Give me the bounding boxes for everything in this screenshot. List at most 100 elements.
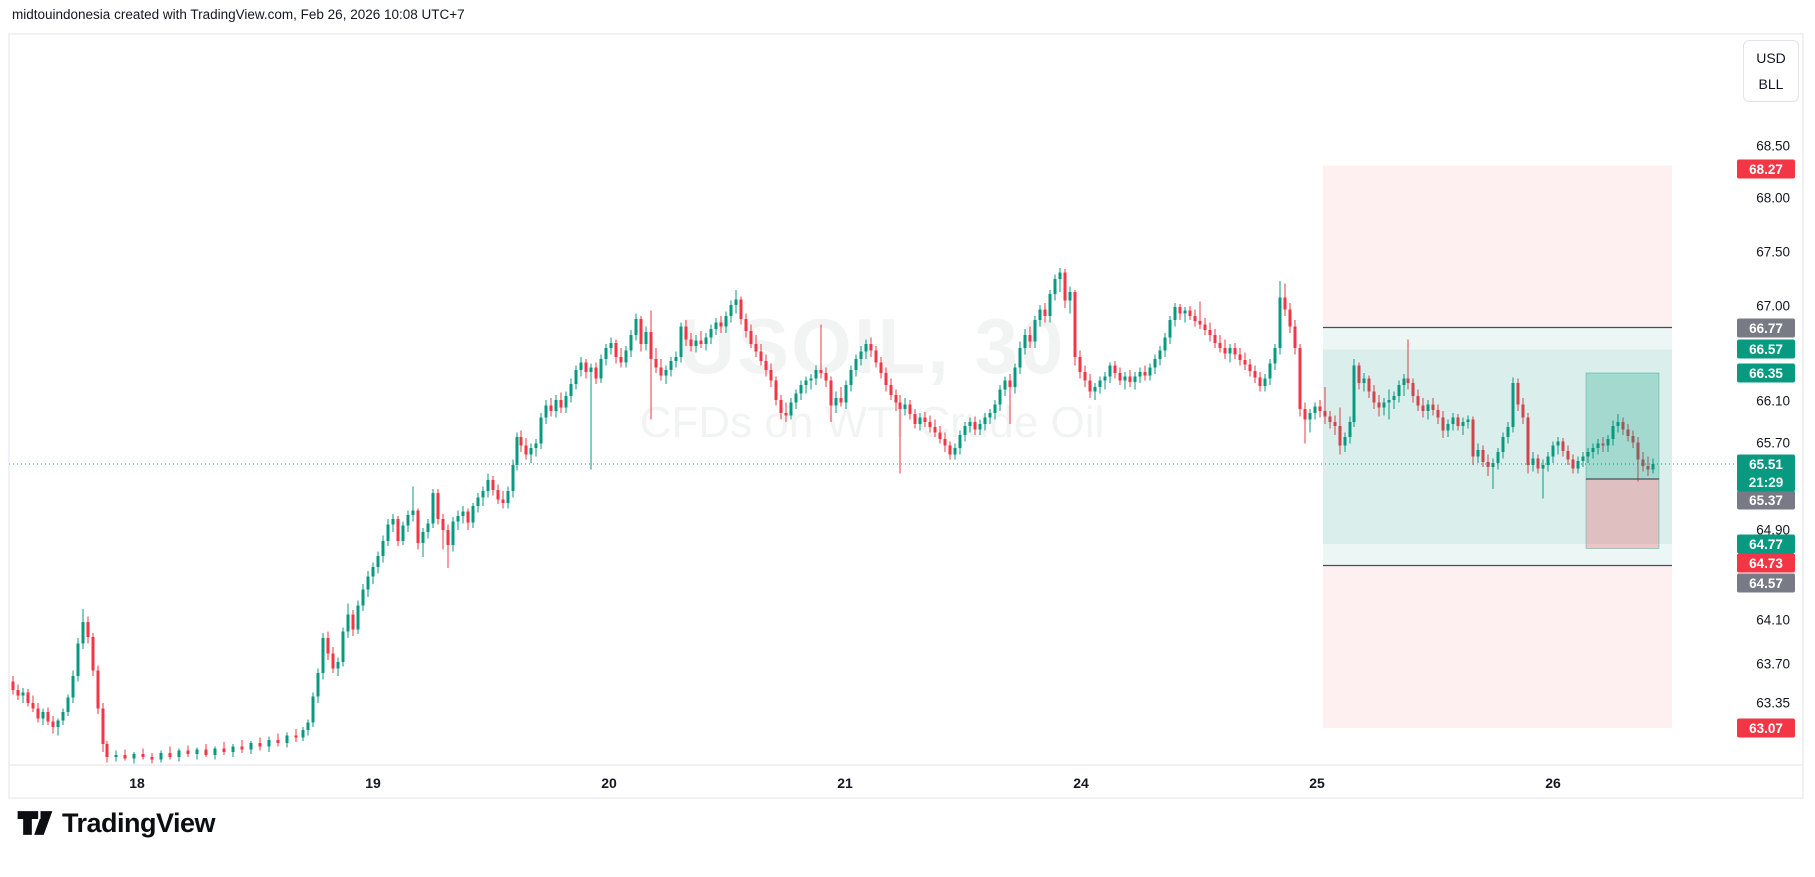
candle-body — [501, 499, 505, 503]
tradingview-icon — [17, 811, 53, 835]
candle-body — [1193, 316, 1197, 321]
candle-body — [1352, 365, 1356, 422]
candle-body — [1491, 463, 1495, 467]
candle-body — [204, 749, 208, 755]
candle-body — [1148, 367, 1152, 376]
candle-body — [1402, 378, 1406, 385]
candle-body — [1576, 461, 1580, 469]
candle-body — [1048, 294, 1052, 316]
candle-body — [285, 735, 289, 743]
candle-body — [1636, 442, 1640, 460]
price-badge-64.57[interactable]: 64.57 — [1737, 573, 1795, 593]
candle-body — [91, 637, 95, 671]
candle-body — [1308, 413, 1312, 420]
candle-body — [869, 344, 873, 351]
price-badge-64.77[interactable]: 64.77 — [1737, 534, 1795, 554]
candle-body — [316, 673, 320, 697]
candle-body — [356, 605, 360, 630]
position-profit-box[interactable] — [1585, 372, 1660, 480]
candle-body — [132, 754, 136, 759]
candle-body — [1323, 411, 1327, 417]
candle-body — [1143, 372, 1147, 376]
candle-body — [1406, 378, 1410, 383]
position-stop-box[interactable] — [1585, 478, 1660, 549]
candle-body — [968, 422, 972, 426]
candle-body — [1481, 450, 1485, 462]
candle-body — [386, 524, 390, 541]
candle-body — [1083, 372, 1087, 381]
candle-body — [346, 614, 350, 632]
candle-body — [1641, 459, 1645, 466]
candle-body — [26, 692, 30, 703]
candle-body — [908, 404, 912, 414]
candle-body — [1283, 297, 1287, 310]
price-badge-66.77[interactable]: 66.77 — [1737, 318, 1795, 338]
candle-body — [1416, 396, 1420, 406]
candle-body — [476, 497, 480, 506]
candle-body — [554, 400, 558, 411]
candle-body — [141, 754, 145, 757]
price-badge-66.57[interactable]: 66.57 — [1737, 339, 1795, 359]
candle-body — [36, 708, 40, 719]
svg-text:66.35: 66.35 — [1749, 366, 1783, 381]
price-badge-64.73[interactable]: 64.73 — [1737, 553, 1795, 573]
candle-body — [16, 690, 20, 696]
candle-body — [1471, 419, 1475, 457]
price-tick-label: 67.50 — [1756, 245, 1790, 260]
candle-body — [1328, 416, 1332, 422]
tradingview-wordmark: TradingView — [62, 807, 216, 838]
candle-body — [1496, 452, 1500, 463]
candle-body — [341, 631, 345, 662]
candle-body — [1338, 426, 1342, 446]
current-price-badge[interactable]: 65.51 21:29 — [1737, 454, 1795, 492]
candle-body — [1531, 458, 1535, 465]
price-badge-65.37[interactable]: 65.37 — [1737, 490, 1795, 510]
svg-text:66.57: 66.57 — [1749, 342, 1783, 357]
candle-body — [336, 662, 340, 669]
candle-body — [804, 380, 808, 385]
zones-layer[interactable] — [1323, 165, 1672, 729]
candle-body — [1153, 359, 1157, 368]
candle-body — [331, 653, 335, 669]
candle-body — [1596, 443, 1600, 448]
candle-body — [276, 740, 280, 743]
candle-body — [659, 367, 663, 376]
candle-body — [186, 750, 190, 754]
candle-body — [589, 367, 593, 372]
candle-body — [1546, 456, 1550, 465]
candle-body — [267, 740, 271, 747]
candle-body — [1476, 450, 1480, 457]
time-label-24: 24 — [1073, 775, 1089, 791]
price-badge-68.27[interactable]: 68.27 — [1737, 159, 1795, 179]
short-stop-zone[interactable] — [1323, 165, 1672, 328]
candle-body — [1451, 417, 1455, 424]
long-profit-zone[interactable] — [1323, 349, 1672, 566]
candle-body — [1053, 279, 1057, 294]
svg-text:66.77: 66.77 — [1749, 321, 1783, 336]
candle-body — [411, 510, 415, 515]
price-badge-66.35[interactable]: 66.35 — [1737, 363, 1795, 383]
long-stop-zone[interactable] — [1323, 565, 1672, 729]
candle-body — [1456, 417, 1460, 426]
candle-body — [1377, 402, 1381, 408]
candle-body — [51, 721, 55, 727]
candle-body — [594, 367, 598, 379]
candle-body — [854, 359, 858, 370]
candle-body — [958, 435, 962, 448]
candle-body — [534, 443, 538, 448]
candle-body — [649, 332, 653, 359]
price-axis[interactable]: 68.50 68.00 67.50 67.00 66.10 65.70 64.90 64.10… — [1737, 139, 1795, 738]
candle-body — [938, 432, 942, 439]
price-badge-63.07[interactable]: 63.07 — [1737, 718, 1795, 738]
candles-layer[interactable] — [11, 268, 1655, 764]
tradingview-logo[interactable]: TradingView — [16, 804, 216, 842]
candle-body — [539, 417, 543, 444]
candle-body — [844, 385, 848, 403]
candle-body — [1088, 380, 1092, 392]
short-profit-zone[interactable] — [1323, 327, 1672, 545]
time-axis[interactable]: 18 19 20 21 24 25 26 — [129, 775, 1561, 791]
candle-body — [983, 417, 987, 424]
candle-body — [1253, 371, 1257, 378]
